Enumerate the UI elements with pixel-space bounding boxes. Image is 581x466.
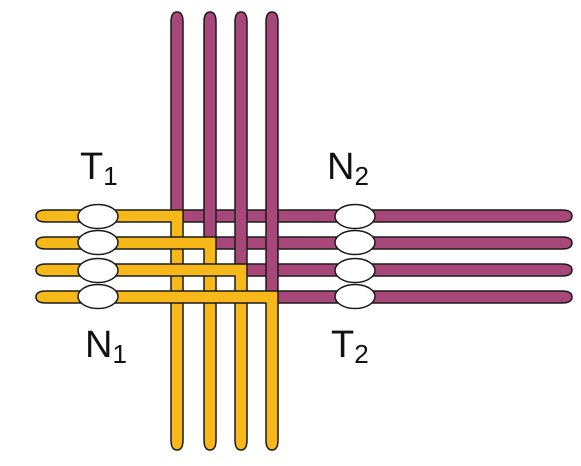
centromere-t1-lower — [77, 229, 119, 256]
purple-chromatid-4 — [265, 11, 573, 304]
purple-chromatid-2 — [203, 11, 573, 250]
yellow-chromatid-1 — [35, 209, 184, 451]
label-n2: N2 — [327, 148, 369, 189]
yellow-chromatid-4 — [35, 290, 279, 451]
yellow-chromatids — [35, 209, 279, 451]
purple-chromatid-1 — [170, 11, 573, 223]
purple-chromatids — [170, 11, 573, 304]
centromere-t1-upper — [77, 203, 119, 230]
label-n2-index: 2 — [354, 161, 369, 191]
label-t2-index: 2 — [354, 339, 369, 369]
centromere-n1-upper — [77, 257, 119, 284]
label-t1-index: 1 — [103, 161, 118, 191]
purple-chromatid-3 — [234, 11, 573, 277]
centromere-n2-upper — [334, 203, 376, 230]
centromere-n2-lower — [334, 229, 376, 256]
centromere-t2 — [334, 257, 376, 310]
centromere-t2-lower — [334, 283, 376, 310]
label-t2: T2 — [331, 326, 369, 367]
label-n1-letter: N — [85, 324, 113, 366]
label-t1-letter: T — [80, 146, 104, 188]
centromere-t2-upper — [334, 257, 376, 284]
centromere-n2 — [334, 203, 376, 256]
label-t2-letter: T — [331, 324, 355, 366]
yellow-chromatid-3 — [35, 263, 248, 451]
label-n1-index: 1 — [112, 339, 127, 369]
centromere-n1-lower — [77, 283, 119, 310]
label-n2-letter: N — [327, 146, 355, 188]
centromere-t1 — [77, 203, 119, 256]
centromere-n1 — [77, 257, 119, 310]
yellow-chromatid-2 — [35, 236, 217, 451]
label-t1: T1 — [80, 148, 118, 189]
label-n1: N1 — [85, 326, 127, 367]
